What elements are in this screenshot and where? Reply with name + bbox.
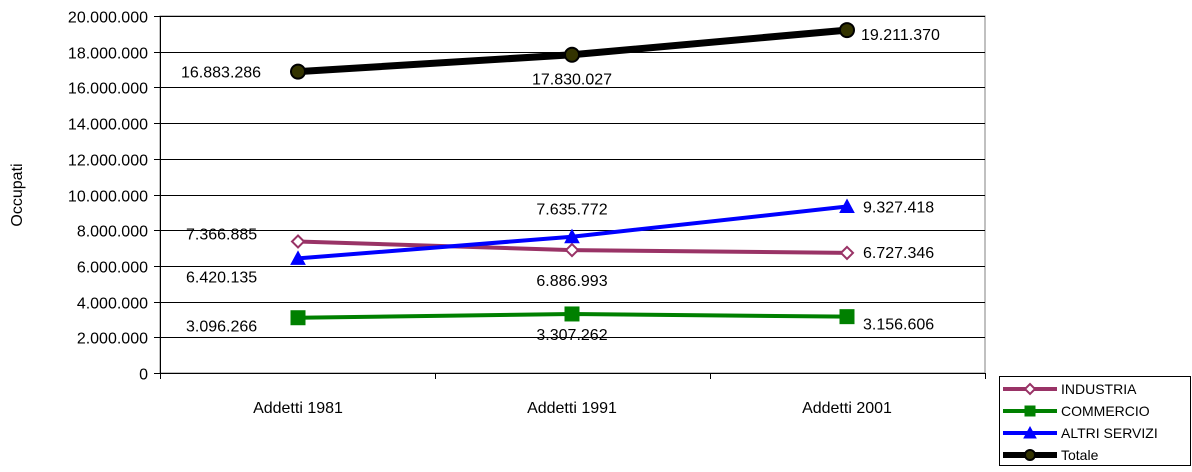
series-commercio [290,306,855,326]
data-point [564,46,580,63]
y-tick-label: 4.000.000 [77,296,148,313]
data-labels: 7.366.885 6.886.993 6.727.346 3.096.266 3.30… [181,27,940,344]
data-point [839,309,855,325]
x-tick-label: Addetti 1991 [527,400,617,417]
data-point [839,245,855,261]
data-label: 9.327.418 [863,200,934,217]
data-label: 6.886.993 [536,273,607,290]
data-point [290,63,306,80]
legend: INDUSTRIA COMMERCIO ALTRI SERVIZI Totale [999,376,1191,466]
data-point [839,198,855,214]
data-point [290,250,306,265]
data-label: 6.420.135 [186,269,257,286]
data-label: 19.211.370 [861,27,940,44]
y-tick-label: 12.000.000 [68,153,148,170]
y-tick-label: 20.000.000 [68,10,148,27]
legend-item: COMMERCIO [1003,403,1150,419]
legend-marker [1023,425,1037,439]
y-axis-title: Occupati [9,163,26,226]
data-label: 7.635.772 [536,202,607,219]
legend-item: INDUSTRIA [1003,381,1137,397]
data-point [564,306,580,322]
series-altri-servizi [290,198,855,265]
y-tick-label: 0 [139,367,148,384]
data-point [564,228,580,244]
x-tick-label: Addetti 2001 [802,400,892,417]
y-tick-label: 6.000.000 [77,260,148,277]
data-label: 7.366.885 [186,227,257,244]
y-tick-label: 10.000.000 [68,189,148,206]
legend-marker [1023,382,1037,396]
data-label: 16.883.286 [181,65,261,82]
series-industria [290,234,855,261]
data-label: 3.307.262 [536,327,607,344]
legend-label: Totale [1061,447,1099,463]
legend-item: Totale [1003,447,1099,463]
data-label: 3.096.266 [186,319,257,336]
legend-label: COMMERCIO [1061,403,1150,419]
y-tick-label: 8.000.000 [77,224,148,241]
legend-label: ALTRI SERVIZI [1061,425,1158,441]
x-tick-label: Addetti 1981 [253,400,343,417]
data-point [839,22,855,39]
y-tick-label: 16.000.000 [68,81,148,98]
data-label: 17.830.027 [532,72,612,89]
legend-item: ALTRI SERVIZI [1003,425,1158,441]
y-tick-label: 14.000.000 [68,117,148,134]
series-lines [290,22,855,326]
data-label: 3.156.606 [863,317,934,334]
legend-marker [1024,449,1036,461]
data-point [290,310,306,326]
data-point [290,234,306,249]
legend-label: INDUSTRIA [1061,381,1137,397]
data-label: 6.727.346 [863,245,934,262]
y-tick-label: 2.000.000 [77,331,148,348]
series-totale [290,22,855,80]
legend-marker [1024,405,1036,417]
axes: 0 2.000.000 4.000.000 6.000.000 8.000.000 10.… [68,10,986,417]
data-point [564,242,580,258]
y-tick-label: 18.000.000 [68,46,148,63]
